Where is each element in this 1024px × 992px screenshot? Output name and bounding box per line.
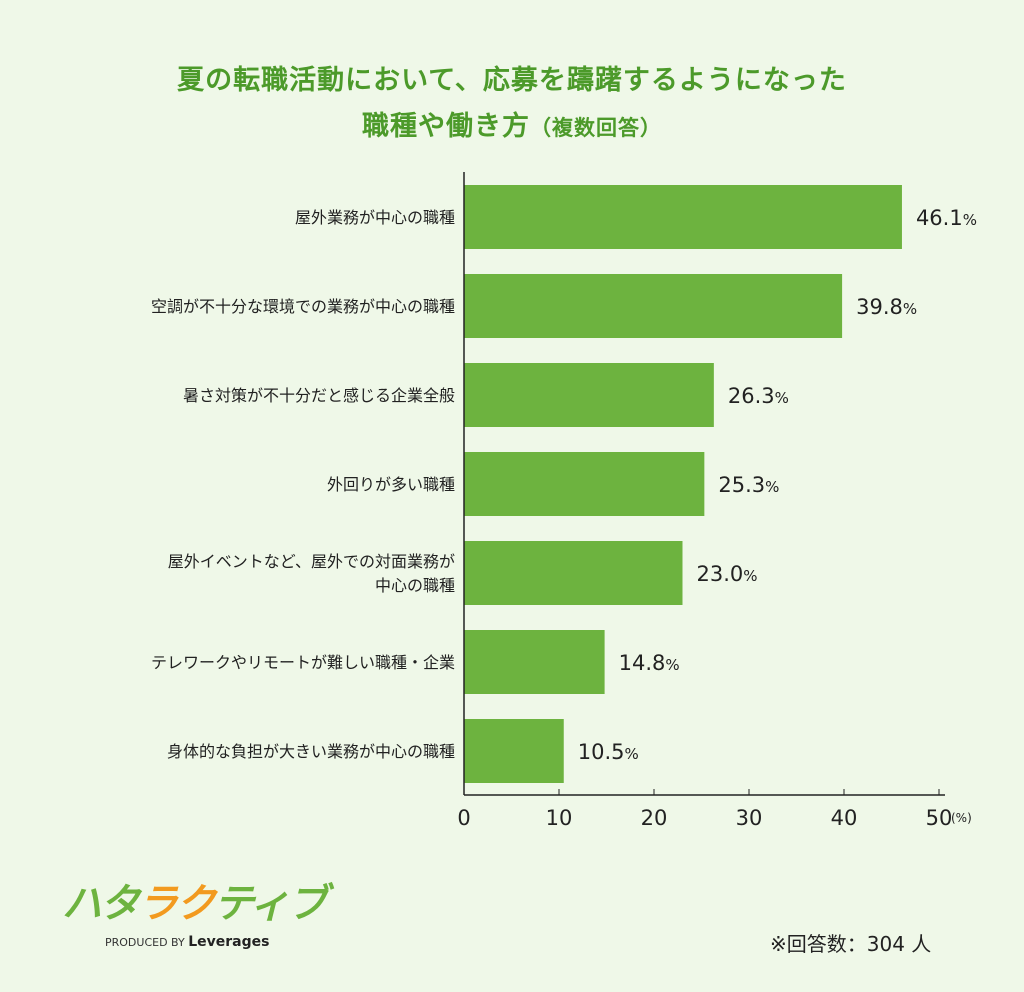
logo-wordmark: ハタラクティブ — [62, 881, 328, 927]
x-tick-label: 40 — [831, 806, 858, 830]
x-tick-label: 30 — [736, 806, 763, 830]
bar — [464, 185, 902, 249]
title-suffix: （複数回答） — [530, 116, 662, 140]
category-label: 屋外業務が中心の職種 — [295, 208, 455, 227]
value-label: 23.0% — [697, 562, 758, 586]
category-label: テレワークやリモートが難しい職種・企業 — [151, 653, 455, 672]
value-label: 25.3% — [718, 473, 779, 497]
hataractive-logo: ハタラクティブ — [62, 881, 328, 927]
value-label: 10.5% — [578, 740, 639, 764]
value-label: 39.8% — [856, 295, 917, 319]
value-label: 46.1% — [916, 206, 977, 230]
x-tick-label: 20 — [641, 806, 668, 830]
bar — [464, 452, 705, 516]
value-label: 14.8% — [619, 651, 680, 675]
category-label: 暑さ対策が不十分だと感じる企業全般 — [183, 386, 455, 405]
value-label: 26.3% — [728, 384, 789, 408]
x-tick-label: 50 — [926, 806, 953, 830]
bar — [464, 274, 843, 338]
bar — [464, 719, 564, 783]
title-main: 職種や働き方 — [362, 111, 530, 142]
bar — [464, 541, 683, 605]
x-tick-label: 0 — [457, 806, 470, 830]
x-tick-label: 10 — [546, 806, 573, 830]
category-label: 空調が不十分な環境での業務が中心の職種 — [151, 297, 455, 316]
produced-by: PRODUCED BY Leverages — [105, 934, 270, 950]
chart-title-line2: 職種や働き方（複数回答） — [0, 104, 1024, 143]
category-label: 屋外イベントなど、屋外での対面業務が — [168, 552, 455, 571]
category-label: 中心の職種 — [375, 576, 455, 595]
bar-chart: 屋外業務が中心の職種 46.1% 空調が不十分な環境での業務が中心の職種 39.8% 暑… — [151, 172, 977, 830]
category-label: 身体的な負担が大きい業務が中心の職種 — [167, 742, 455, 761]
x-unit-label: (%) — [951, 811, 972, 825]
bar — [464, 363, 714, 427]
respondent-note: ※回答数：304 人 — [770, 932, 932, 956]
bar — [464, 630, 605, 694]
category-label: 外回りが多い職種 — [327, 475, 455, 494]
chart-title: 夏の転職活動において、応募を躊躇するようになった — [177, 65, 847, 96]
